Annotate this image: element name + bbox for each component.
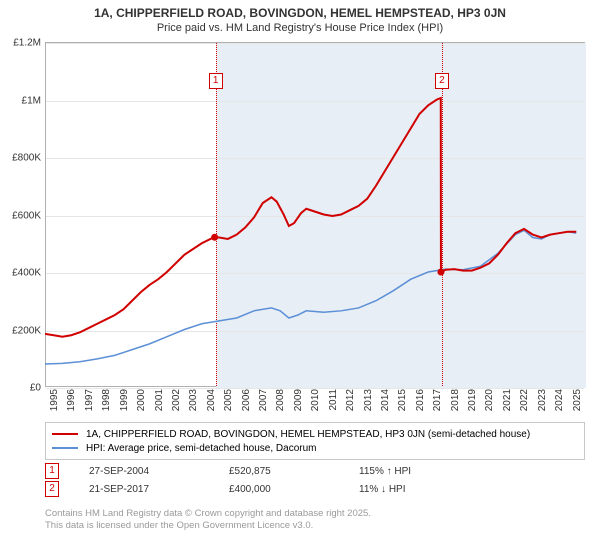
transaction-price: £400,000 (229, 484, 359, 495)
series-line (45, 230, 576, 364)
legend-swatch (52, 447, 78, 449)
x-axis-label: 2020 (484, 389, 495, 411)
x-axis-label: 2003 (188, 389, 199, 411)
marker-dot (211, 234, 218, 241)
x-axis-label: 1997 (84, 389, 95, 411)
transactions-table: 1 27-SEP-2004£520,875115% ↑ HPI 2 21-SEP-20… (45, 462, 585, 498)
y-axis-label: £600K (12, 210, 41, 221)
legend: 1A, CHIPPERFIELD ROAD, BOVINGDON, HEMEL … (45, 422, 585, 460)
y-axis-label: £800K (12, 153, 41, 164)
x-axis-label: 2012 (345, 389, 356, 411)
transaction-price: £520,875 (229, 466, 359, 477)
x-axis-label: 2018 (450, 389, 461, 411)
x-axis-label: 2024 (554, 389, 565, 411)
legend-row: 1A, CHIPPERFIELD ROAD, BOVINGDON, HEMEL … (52, 427, 578, 441)
legend-label: HPI: Average price, semi-detached house,… (86, 443, 317, 454)
chart-container: 1A, CHIPPERFIELD ROAD, BOVINGDON, HEMEL … (0, 0, 600, 560)
x-axis-label: 2023 (537, 389, 548, 411)
legend-label: 1A, CHIPPERFIELD ROAD, BOVINGDON, HEMEL … (86, 429, 530, 440)
y-axis-label: £200K (12, 325, 41, 336)
legend-row: HPI: Average price, semi-detached house,… (52, 441, 578, 455)
x-axis-label: 2014 (380, 389, 391, 411)
transaction-date: 21-SEP-2017 (89, 484, 229, 495)
footer-line-1: Contains HM Land Registry data © Crown c… (45, 508, 371, 520)
x-axis-label: 2002 (171, 389, 182, 411)
transaction-pct: 11% ↓ HPI (359, 484, 479, 495)
x-axis-label: 2022 (519, 389, 530, 411)
x-axis-label: 1998 (101, 389, 112, 411)
chart-subtitle: Price paid vs. HM Land Registry's House … (0, 20, 600, 34)
footer: Contains HM Land Registry data © Crown c… (45, 508, 371, 532)
x-axis-label: 2004 (206, 389, 217, 411)
transaction-pct: 115% ↑ HPI (359, 466, 479, 477)
y-axis-label: £0 (30, 383, 41, 394)
y-axis-label: £400K (12, 268, 41, 279)
x-axis-label: 1996 (66, 389, 77, 411)
transaction-marker: 1 (45, 463, 59, 479)
chart-area: £0£200K£400K£600K£800K£1M£1.2M1995199619… (45, 42, 585, 387)
x-axis-label: 2021 (502, 389, 513, 411)
x-axis-label: 2017 (432, 389, 443, 411)
chart-lines (45, 42, 585, 387)
marker-dot (437, 269, 444, 276)
series-line (45, 98, 576, 337)
x-axis-label: 2006 (241, 389, 252, 411)
x-axis-label: 1995 (49, 389, 60, 411)
x-axis-label: 2011 (328, 389, 339, 411)
x-axis-label: 2007 (258, 389, 269, 411)
chart-title: 1A, CHIPPERFIELD ROAD, BOVINGDON, HEMEL … (0, 0, 600, 20)
x-axis-label: 2000 (136, 389, 147, 411)
x-axis-label: 2010 (310, 389, 321, 411)
x-axis-label: 2025 (572, 389, 583, 411)
x-axis-label: 2009 (293, 389, 304, 411)
x-axis-label: 2001 (154, 389, 165, 411)
y-axis-label: £1.2M (13, 38, 41, 49)
x-axis-label: 2019 (467, 389, 478, 411)
legend-swatch (52, 433, 78, 435)
x-axis-label: 1999 (119, 389, 130, 411)
x-axis-label: 2013 (363, 389, 374, 411)
x-axis-label: 2005 (223, 389, 234, 411)
transaction-date: 27-SEP-2004 (89, 466, 229, 477)
x-axis-label: 2016 (415, 389, 426, 411)
x-axis-label: 2008 (275, 389, 286, 411)
y-axis-label: £1M (22, 95, 41, 106)
footer-line-2: This data is licensed under the Open Gov… (45, 520, 371, 532)
x-axis-label: 2015 (397, 389, 408, 411)
transaction-row: 1 27-SEP-2004£520,875115% ↑ HPI (45, 462, 585, 480)
transaction-row: 2 21-SEP-2017£400,00011% ↓ HPI (45, 480, 585, 498)
transaction-marker: 2 (45, 481, 59, 497)
